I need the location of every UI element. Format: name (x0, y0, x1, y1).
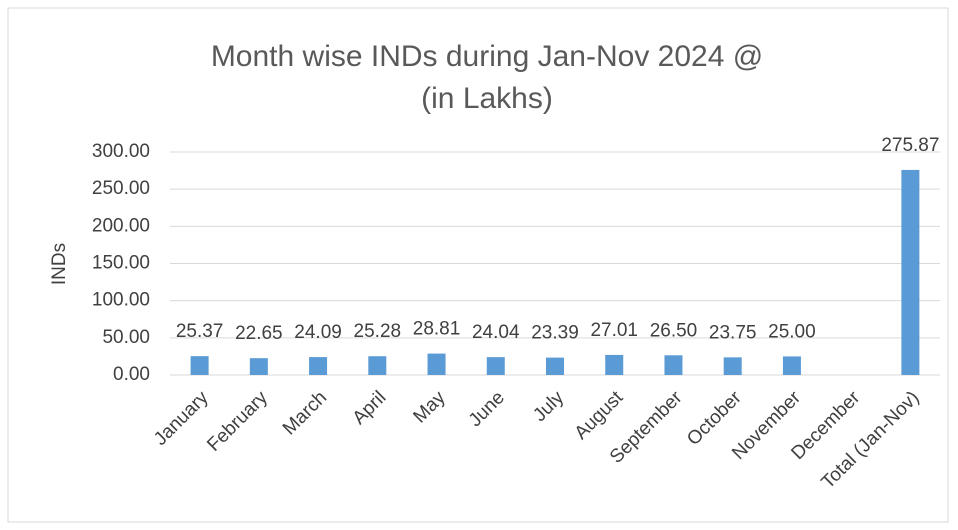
value-label: 23.39 (531, 323, 579, 344)
bar (605, 354, 624, 375)
y-tick-label: 150.00 (92, 253, 150, 274)
y-tick-label: 300.00 (92, 141, 150, 162)
y-tick-label: 0.00 (113, 364, 150, 385)
y-axis-label: INDs (49, 243, 70, 285)
value-label: 28.81 (413, 319, 461, 340)
value-label: 25.37 (176, 321, 224, 342)
y-tick-label: 250.00 (92, 178, 150, 199)
value-label: 24.04 (472, 322, 520, 343)
bar (546, 357, 564, 375)
chart-title: (in Lakhs) (421, 82, 553, 115)
bar (901, 169, 920, 375)
bar (723, 357, 742, 375)
bar (309, 357, 328, 375)
bar (664, 355, 683, 375)
bar (486, 357, 505, 375)
value-label: 25.28 (354, 321, 402, 342)
value-label: 22.65 (235, 323, 283, 344)
chart-border (7, 7, 949, 523)
y-tick-label: 100.00 (92, 290, 150, 311)
bar (782, 356, 801, 375)
value-label: 25.00 (768, 321, 816, 342)
value-label: 275.87 (881, 135, 939, 156)
chart-title: Month wise INDs during Jan-Nov 2024 @ (211, 40, 763, 73)
value-label: 26.50 (650, 320, 698, 341)
bar (427, 353, 446, 375)
value-label: 23.75 (709, 322, 757, 343)
value-label: 27.01 (590, 320, 638, 341)
value-label: 24.09 (294, 322, 342, 343)
y-tick-label: 200.00 (92, 215, 150, 236)
bar (368, 356, 387, 375)
bar (190, 356, 209, 375)
y-tick-label: 50.00 (102, 327, 150, 348)
bar (249, 358, 268, 375)
